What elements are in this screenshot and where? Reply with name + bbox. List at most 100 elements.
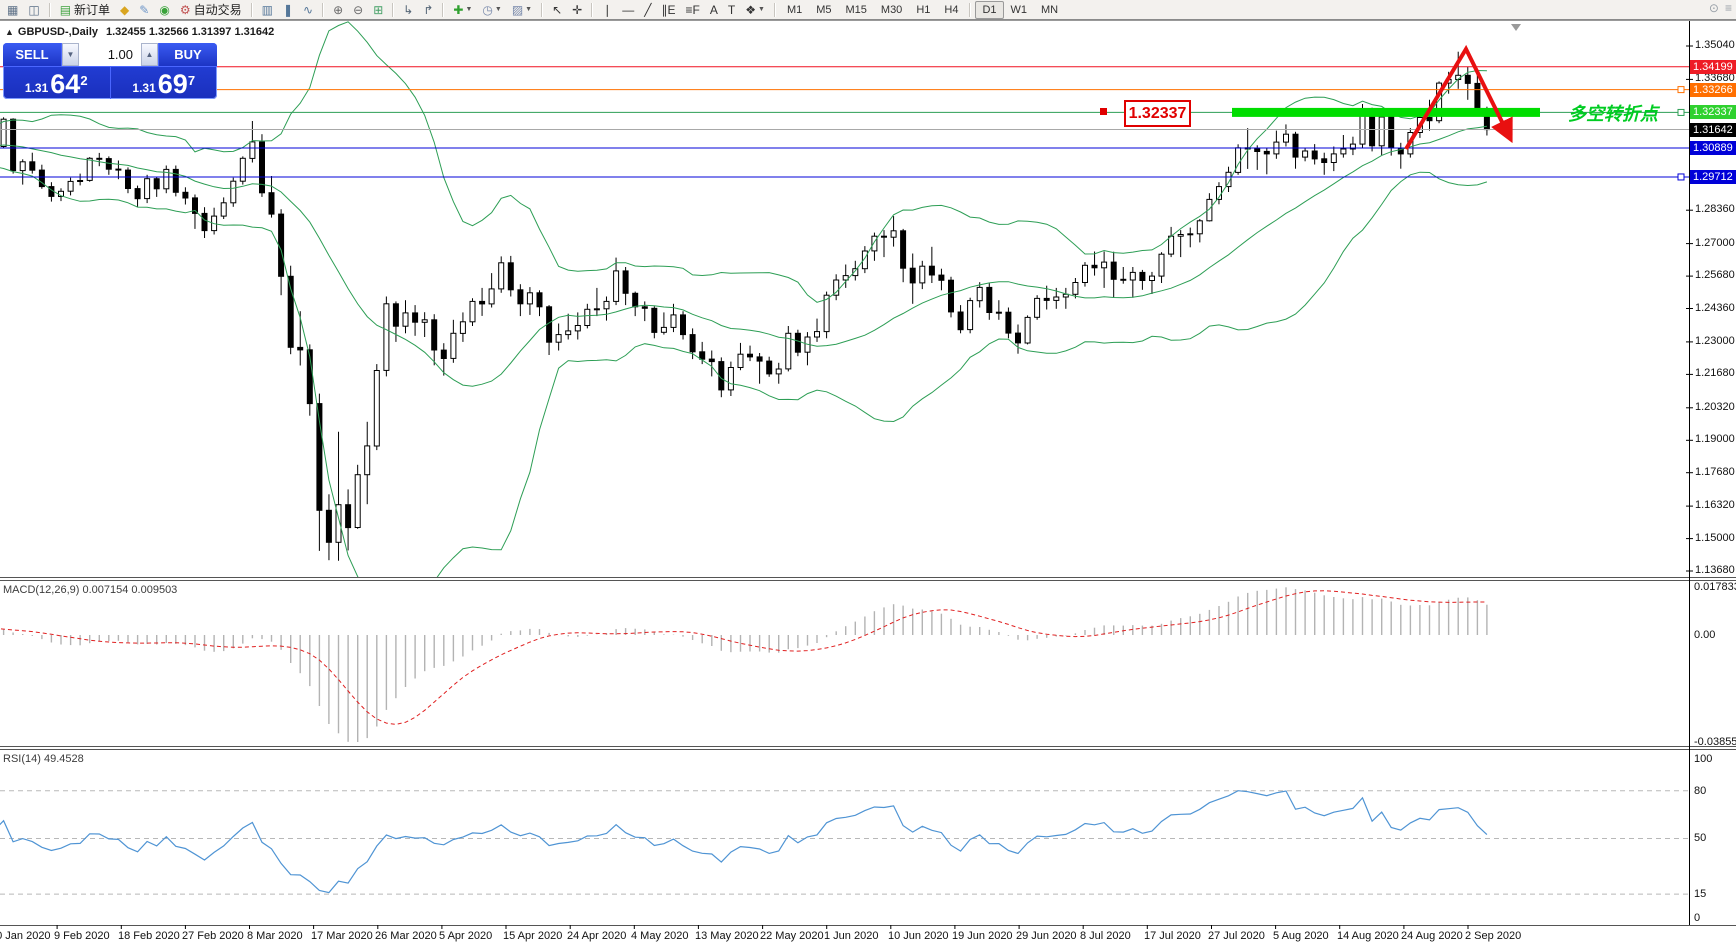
rsi-scale-label: 100 [1694, 753, 1713, 765]
search-icon[interactable]: ⊙ [1708, 1, 1719, 15]
date-tick-label[interactable]: 24 Apr 2020 [567, 930, 627, 942]
date-tick-label[interactable]: 10 Jun 2020 [888, 930, 949, 942]
editor-button[interactable]: ✎ [135, 0, 153, 20]
text-button[interactable]: A [706, 0, 722, 20]
price-level-callout[interactable]: 1.32337 [1124, 100, 1191, 127]
date-tick-label[interactable]: 1 Jun 2020 [824, 930, 879, 942]
menu-icon[interactable]: ≡ [1724, 1, 1732, 15]
shapes-button[interactable]: ❖ ▼ [741, 0, 769, 20]
date-tick-label[interactable]: 15 Apr 2020 [503, 930, 563, 942]
volume-input[interactable]: 1.00 [79, 43, 141, 66]
sell-price-sup: 2 [80, 73, 88, 88]
date-tick-label[interactable]: 17 Jul 2020 [1144, 930, 1201, 942]
zoom-out-icon: ⊖ [353, 2, 364, 17]
timeframe-m5[interactable]: M5 [816, 3, 832, 16]
candlestick-icon: ❚ [282, 2, 294, 17]
timeframe-d1[interactable]: D1 [975, 0, 1004, 19]
date-tick-label[interactable]: 17 Mar 2020 [311, 930, 373, 942]
toolbar-separator [48, 2, 51, 17]
sell-button[interactable]: SELL [3, 43, 62, 66]
price-tick-label: 1.35040 [1695, 39, 1735, 51]
profiles-button[interactable]: ◫ [24, 0, 43, 20]
macd-scale-label: 0.00 [1694, 629, 1716, 641]
crosshair-button[interactable]: ✛ [568, 0, 586, 20]
label-icon: T [727, 2, 736, 17]
date-tick-label[interactable]: 5 Apr 2020 [439, 930, 493, 942]
zoom-out-button[interactable]: ⊖ [349, 0, 367, 20]
date-tick-label[interactable]: 30 Jan 2020 [0, 930, 51, 942]
date-tick-label[interactable]: 27 Jul 2020 [1208, 930, 1265, 942]
price-badge[interactable]: 1.33266 [1690, 83, 1736, 97]
add-indicator-button[interactable]: ✚ ▼ [449, 0, 476, 20]
toolbar-separator [541, 2, 544, 17]
fibonacci-button[interactable]: ≡F [682, 0, 704, 20]
dropdown-caret-icon[interactable]: ▼ [494, 6, 502, 13]
tile-windows-button[interactable]: ⊞ [369, 0, 387, 20]
date-tick-label[interactable]: 27 Feb 2020 [182, 930, 244, 942]
price-badge[interactable]: 1.30889 [1690, 141, 1736, 155]
date-tick-label[interactable]: 19 Jun 2020 [952, 930, 1013, 942]
volume-up-button[interactable]: ▲ [141, 43, 158, 66]
timeframe-w1[interactable]: W1 [1010, 3, 1028, 16]
new-order-button[interactable]: ▤ 新订单 [56, 0, 114, 20]
timeframe-h4[interactable]: H4 [944, 3, 959, 16]
chart-window-button[interactable]: ▦ [3, 0, 22, 20]
line-chart-button[interactable]: ∿ [299, 0, 317, 20]
date-tick-label[interactable]: 18 Feb 2020 [118, 930, 180, 942]
price-badge[interactable]: 1.34199 [1690, 60, 1736, 74]
date-tick-label[interactable]: 4 May 2020 [631, 930, 689, 942]
price-badge[interactable]: 1.32337 [1690, 105, 1736, 119]
volume-down-button[interactable]: ▼ [62, 43, 79, 66]
cursor-button[interactable]: ↖ [548, 0, 566, 20]
price-badge[interactable]: 1.29712 [1690, 170, 1736, 184]
date-tick-label[interactable]: 22 May 2020 [760, 930, 824, 942]
autotrading-button[interactable]: ⚙ 自动交易 [176, 0, 246, 20]
horizontal-levels[interactable] [0, 66, 1689, 181]
turning-point-bar[interactable] [1232, 107, 1540, 117]
date-tick-label[interactable]: 29 Jun 2020 [1016, 930, 1077, 942]
date-tick-label[interactable]: 9 Feb 2020 [54, 930, 110, 942]
date-tick-label[interactable]: 13 May 2020 [695, 930, 759, 942]
dropdown-caret-icon[interactable]: ▼ [465, 6, 473, 13]
date-tick-label[interactable]: 2 Sep 2020 [1465, 930, 1522, 942]
timeframe-mn[interactable]: MN [1041, 3, 1059, 16]
timeframe-h1[interactable]: H1 [916, 3, 931, 16]
date-tick-label[interactable]: 5 Aug 2020 [1273, 930, 1329, 942]
sell-price[interactable]: 1.31 64 2 [3, 67, 111, 99]
vline-button[interactable]: ❘ [598, 0, 616, 20]
candlestick-button[interactable]: ❚ [279, 0, 297, 20]
date-tick-label[interactable]: 26 Mar 2020 [375, 930, 437, 942]
templates-button[interactable]: ▨ ▼ [508, 0, 536, 20]
price-badge[interactable]: 1.31642 [1690, 123, 1736, 137]
dropdown-caret-icon[interactable]: ▼ [758, 6, 765, 13]
algo-button[interactable]: ◆ [116, 0, 133, 20]
toolbar: ▦ ◫ ▤ 新订单 ◆ ✎ ◉ ⚙ 自动交易 ▥ ❚ ∿ ⊕ ⊖ ⊞ ↳ ↱ ✚ ▼ ◷ ▼ ▨ ▼ ↖ ✛ ❘ ― ╱ ∥E ≡F A T ❖… [0, 0, 1736, 20]
date-tick-label[interactable]: 8 Jul 2020 [1080, 930, 1131, 942]
periods-button[interactable]: ◷ ▼ [478, 0, 505, 20]
date-tick-label[interactable]: 14 Aug 2020 [1337, 930, 1399, 942]
timeframe-m1[interactable]: M1 [786, 3, 803, 16]
trendline-button[interactable]: ╱ [640, 0, 655, 20]
date-tick-label[interactable]: 24 Aug 2020 [1401, 930, 1463, 942]
dropdown-caret-icon[interactable]: ▼ [525, 6, 533, 13]
channel-button[interactable]: ∥E [658, 0, 680, 20]
annotation-text[interactable]: 多空转折点 [1568, 104, 1658, 124]
timeframe-m30[interactable]: M30 [880, 3, 903, 16]
zoom-in-button[interactable]: ⊕ [329, 0, 347, 20]
hline-button[interactable]: ― [618, 0, 638, 20]
label-button[interactable]: T [724, 0, 739, 20]
bar-chart-button[interactable]: ▥ [258, 0, 277, 20]
signals-button[interactable]: ◉ [155, 0, 173, 20]
chart-shift-button[interactable]: ↱ [419, 0, 437, 20]
date-tick-label[interactable]: 8 Mar 2020 [247, 930, 303, 942]
one-click-toggle-icon[interactable]: ▲ [5, 27, 14, 37]
autoscroll-button[interactable]: ↳ [399, 0, 417, 20]
timeframe-m15[interactable]: M15 [845, 3, 867, 16]
trend-arrow[interactable] [1404, 44, 1513, 151]
buy-price[interactable]: 1.31 69 7 [111, 67, 218, 99]
macd-histogram [2, 587, 1488, 742]
callout-anchor[interactable] [1100, 108, 1107, 115]
buy-button[interactable]: BUY [158, 43, 217, 66]
chart-shift-marker[interactable] [1511, 24, 1521, 31]
